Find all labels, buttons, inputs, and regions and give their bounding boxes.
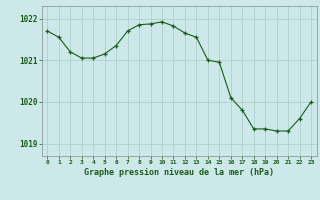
X-axis label: Graphe pression niveau de la mer (hPa): Graphe pression niveau de la mer (hPa) (84, 168, 274, 177)
